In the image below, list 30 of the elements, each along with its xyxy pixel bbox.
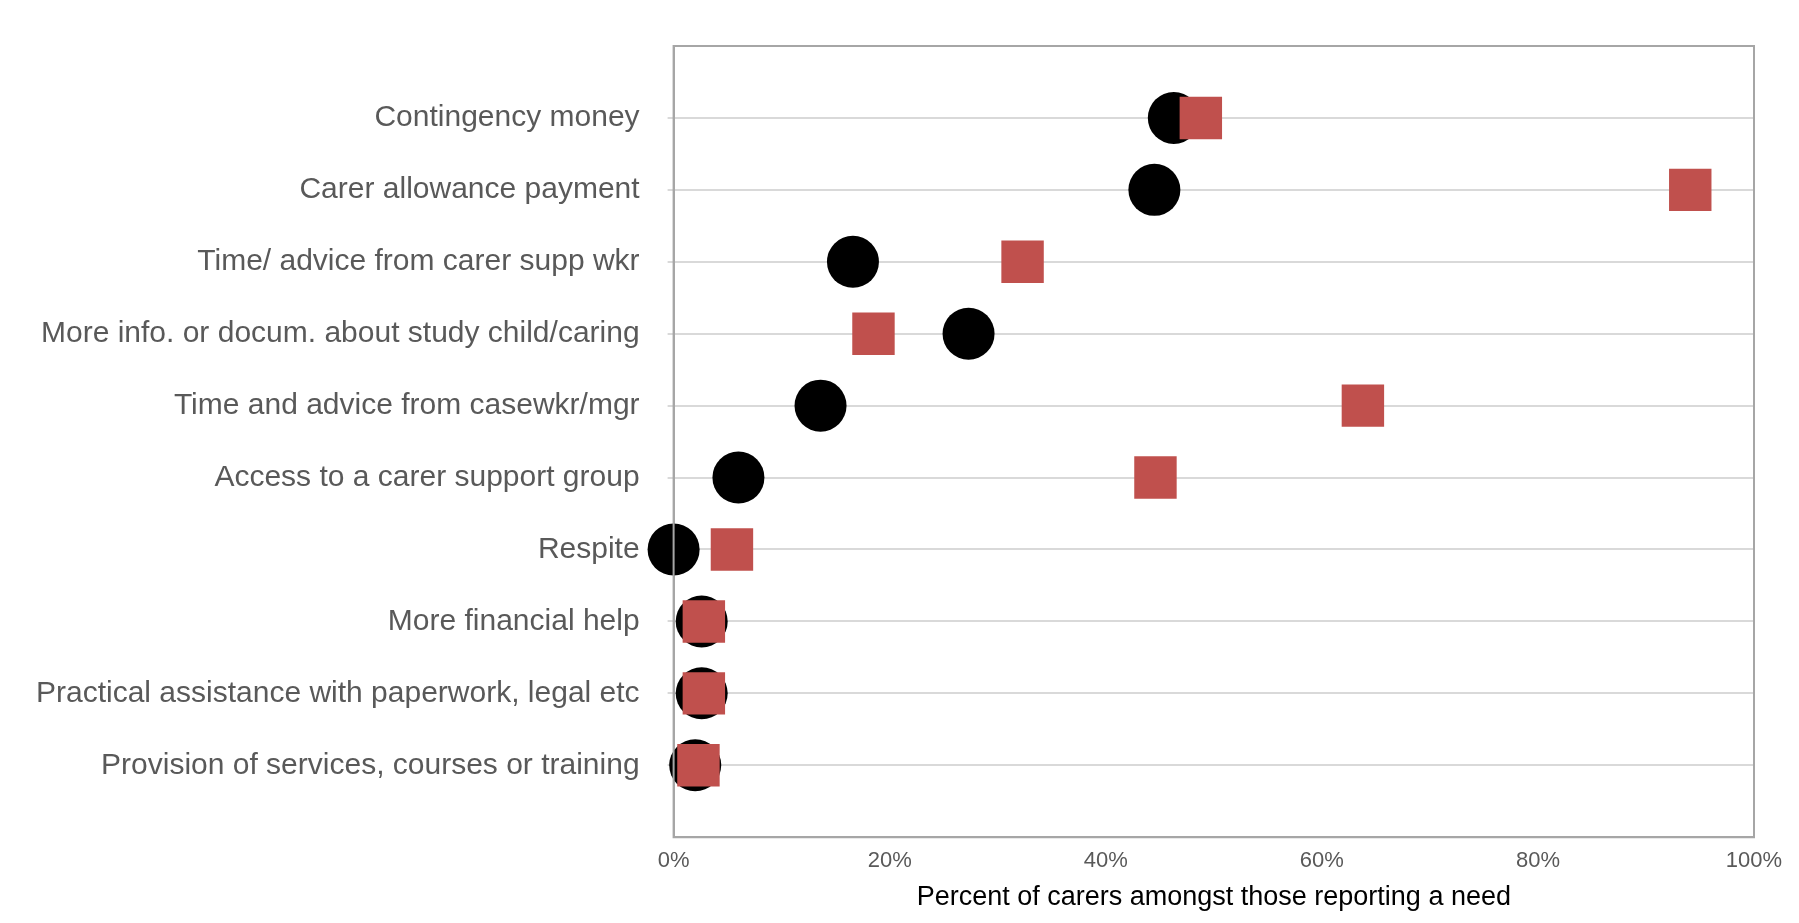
y-tick-label: Time and advice from casewkr/mgr [173,386,640,420]
y-tick-label: Practical assistance with paperwork, legal etc [35,674,640,708]
y-tick-label: More info. or docum. about study child/caring [40,314,640,348]
x-tick-label: 80% [1515,847,1560,873]
point [794,379,847,432]
point [1128,163,1181,216]
y-tick-label: Respite [537,530,640,564]
point [1179,96,1223,140]
x-tick-label: 100% [1725,847,1783,873]
point [647,523,700,576]
point [942,307,995,360]
y-tick-label: Time/ advice from carer supp wkr [197,243,640,277]
point [826,235,879,288]
y-tick-label: Access to a carer support group [214,458,640,492]
y-tick-label: Provision of services, courses or training [101,746,640,780]
y-tick-label: Carer allowance payment [299,171,641,205]
point [1669,168,1712,212]
point [852,312,895,355]
x-tick-label: 60% [1299,847,1344,873]
point [1341,384,1385,427]
y-tick-label: More financial help [387,602,640,636]
y-tick-label: Contingency money [374,99,640,133]
x-tick-label: 40% [1083,847,1128,873]
x-axis-title: Percent of carers amongst those reporting a need [916,881,1511,912]
point [1134,456,1177,499]
point [1001,240,1044,283]
point [710,528,754,571]
x-tick-label: 0% [657,847,690,873]
x-tick-label: 20% [867,847,912,873]
point [712,451,765,504]
